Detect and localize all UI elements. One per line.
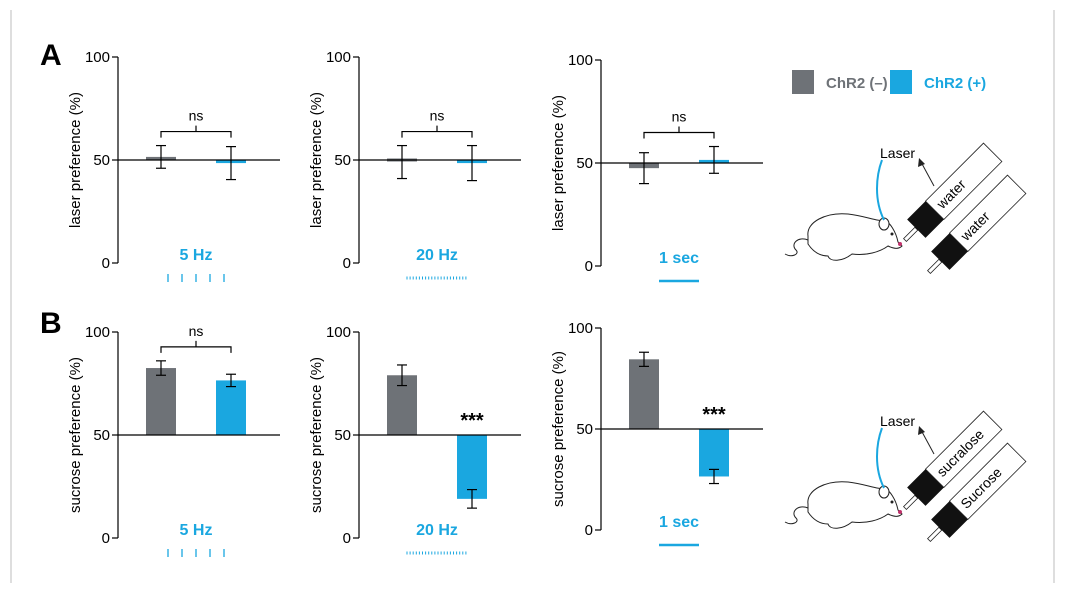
significance-label: ns — [189, 323, 204, 339]
stim-pattern-pulses5 — [167, 549, 225, 557]
mouse-tail — [784, 506, 809, 525]
condition-label: 5 Hz — [180, 247, 213, 264]
y-axis-label: sucrose preference (%) — [308, 357, 325, 513]
panel-letter-a: A — [40, 39, 62, 72]
y-tick-label: 0 — [343, 530, 351, 547]
stim-pattern-pulses5 — [167, 274, 225, 282]
bottle-body — [924, 410, 1003, 489]
y-tick-label: 100 — [85, 49, 110, 66]
y-tick-label: 100 — [326, 324, 351, 341]
bracket-line — [401, 125, 473, 138]
y-tick-label: 0 — [102, 530, 110, 547]
bracket-line — [160, 125, 232, 138]
condition-label: 5 Hz — [180, 522, 213, 539]
y-tick-label: 0 — [102, 255, 110, 272]
y-tick-label: 100 — [85, 324, 110, 341]
bottle-spout — [927, 258, 943, 274]
bar-chr2-neg — [146, 368, 176, 435]
mouse-nose — [898, 510, 902, 514]
condition-label: 1 sec — [659, 250, 699, 267]
significance-stars: *** — [460, 410, 484, 432]
panel-letter-b: B — [40, 307, 62, 340]
y-axis-label: sucrose preference (%) — [550, 351, 567, 507]
mouse-body — [807, 213, 903, 261]
significance-bracket: ns — [160, 108, 232, 138]
bracket-line — [643, 126, 715, 139]
bottle-spout — [927, 526, 943, 542]
significance-stars: *** — [702, 404, 726, 426]
y-axis-label: sucrose preference (%) — [67, 357, 84, 513]
laser-arrow — [920, 429, 935, 455]
bar-chr2-pos — [699, 429, 729, 477]
significance-bracket: ns — [160, 323, 232, 353]
stim-pattern-pulses20 — [406, 551, 467, 555]
optic-fiber — [876, 427, 885, 489]
bar-chr2-pos — [457, 435, 487, 499]
charts: 0 50 100 laser preference (%) ns 5 Hz 0 50 100 la… — [67, 49, 763, 557]
legend: ChR2 (–) ChR2 (+) — [792, 70, 986, 94]
mouse-nose — [898, 242, 902, 246]
legend-swatch-chr2-pos — [890, 70, 912, 94]
bar-chr2-neg — [629, 359, 659, 429]
condition-label: 20 Hz — [416, 522, 458, 539]
arrow-head — [918, 158, 925, 167]
laser-label: Laser — [880, 145, 915, 161]
laser-arrow — [920, 161, 935, 187]
bracket-line — [160, 340, 232, 353]
y-tick-label: 50 — [93, 152, 110, 169]
y-tick-label: 50 — [576, 155, 593, 172]
legend-swatch-chr2-neg — [792, 70, 814, 94]
y-tick-label: 0 — [585, 258, 593, 275]
condition-label: 1 sec — [659, 514, 699, 531]
y-tick-label: 0 — [343, 255, 351, 272]
y-tick-label: 50 — [93, 427, 110, 444]
optic-fiber — [876, 159, 885, 221]
y-tick-label: 100 — [568, 320, 593, 337]
arrow-head — [918, 426, 925, 435]
mouse-body — [807, 481, 903, 529]
y-axis-label: laser preference (%) — [308, 92, 325, 228]
condition-label: 20 Hz — [416, 247, 458, 264]
significance-bracket: ns — [401, 108, 473, 138]
mouse-tail — [784, 238, 809, 257]
significance-bracket: ns — [643, 109, 715, 139]
mouse-eye — [890, 232, 894, 236]
significance-label: ns — [189, 108, 204, 124]
y-axis-label: laser preference (%) — [550, 95, 567, 231]
y-axis-label: laser preference (%) — [67, 92, 84, 228]
bottle-body — [948, 442, 1027, 521]
stim-pattern-pulses20 — [406, 276, 467, 280]
legend-label-chr2-pos: ChR2 (+) — [924, 75, 986, 92]
bottle-spout — [903, 226, 919, 242]
y-tick-label: 50 — [334, 152, 351, 169]
y-tick-label: 100 — [568, 52, 593, 69]
bottle-spout — [903, 494, 919, 510]
chart-2: 0 50 100 laser preference (%) ns 20 Hz — [308, 49, 521, 280]
significance-label: ns — [430, 108, 445, 124]
bar-chr2-pos — [216, 380, 246, 435]
chart-1: 0 50 100 laser preference (%) ns 5 Hz — [67, 49, 280, 282]
chart-3: 0 50 100 laser preference (%) ns 1 sec — [550, 52, 763, 283]
legend-label-chr2-neg: ChR2 (–) — [826, 75, 888, 92]
mouse-eye — [890, 500, 894, 504]
bottle-body — [924, 142, 1003, 221]
bottle-body — [948, 174, 1027, 253]
bottle: Sucrose — [927, 442, 1027, 542]
y-tick-label: 50 — [334, 427, 351, 444]
y-tick-label: 50 — [576, 421, 593, 438]
bottle: sucralose — [903, 410, 1003, 510]
significance-label: ns — [672, 109, 687, 125]
laser-label: Laser — [880, 413, 915, 429]
y-tick-label: 100 — [326, 49, 351, 66]
y-tick-label: 0 — [585, 522, 593, 539]
